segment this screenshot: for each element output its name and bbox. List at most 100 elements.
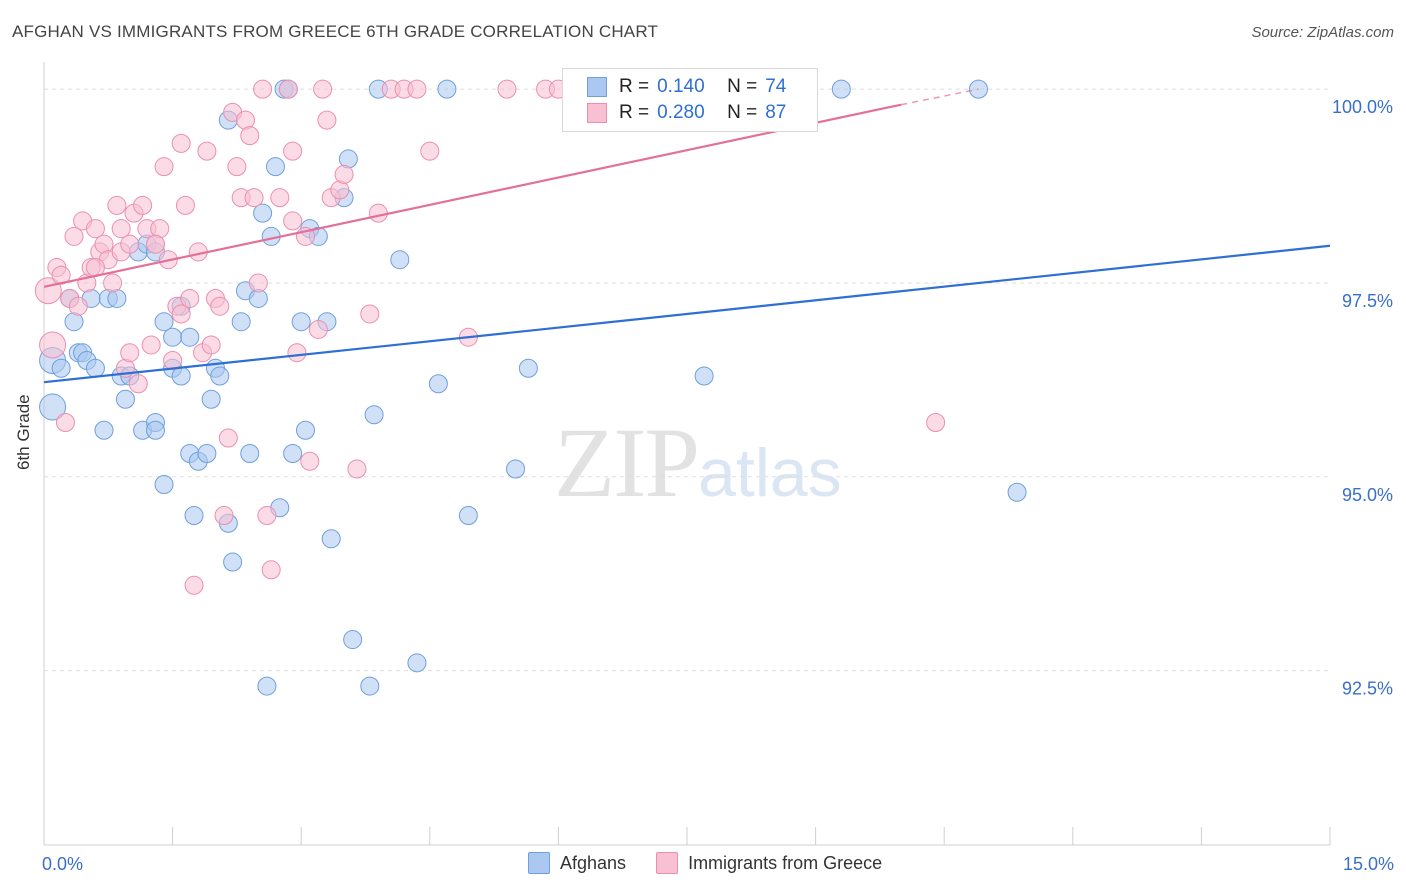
x-tick-label: 0.0%	[42, 854, 83, 874]
data-point-greece	[111, 219, 131, 239]
series-swatch-afghans	[528, 852, 550, 874]
data-point-greece	[175, 195, 195, 215]
y-tick-label: 92.5%	[1342, 679, 1393, 699]
series-label-greece: Immigrants from Greece	[688, 852, 883, 873]
data-point-afghans	[257, 676, 277, 696]
data-point-greece	[210, 296, 230, 316]
data-point-greece	[257, 506, 277, 526]
data-point-greece	[270, 188, 290, 208]
data-point-greece	[313, 79, 333, 99]
data-point-greece	[497, 79, 517, 99]
data-point-greece	[120, 343, 140, 363]
zipatlas-watermark: ZIPatlas	[554, 405, 842, 520]
data-point-greece	[926, 412, 946, 432]
data-point-greece	[64, 226, 84, 246]
data-point-greece	[197, 141, 217, 161]
data-point-afghans	[253, 203, 273, 223]
data-point-afghans	[39, 393, 67, 421]
data-point-afghans	[321, 529, 341, 549]
series-label-afghans: Afghans	[560, 852, 627, 873]
watermark-zip: ZIP	[554, 407, 700, 518]
legend-r-value-afghans: 0.140	[657, 76, 705, 97]
trend-line-greece	[43, 103, 902, 288]
data-point-greece	[334, 164, 354, 184]
series-legend: Afghans Immigrants from Greece	[528, 852, 912, 874]
data-point-greece	[308, 319, 328, 339]
data-point-afghans	[163, 327, 183, 347]
legend-row-afghans: R = 0.140 N = 74	[587, 74, 786, 100]
legend-n-label: N =	[727, 102, 758, 123]
data-point-afghans	[51, 358, 71, 378]
legend-swatch-greece	[587, 103, 607, 123]
data-point-afghans	[343, 630, 363, 650]
legend-r-label: R =	[619, 76, 650, 97]
data-point-afghans	[458, 506, 478, 526]
data-point-greece	[300, 451, 320, 471]
data-point-greece	[360, 304, 380, 324]
data-point-afghans	[428, 374, 448, 394]
data-point-greece	[317, 110, 337, 130]
data-point-greece	[107, 195, 127, 215]
data-point-afghans	[115, 389, 135, 409]
data-point-greece	[171, 133, 191, 153]
data-point-greece	[184, 575, 204, 595]
data-point-greece	[240, 126, 260, 146]
data-point-afghans	[210, 366, 230, 386]
data-point-afghans	[831, 79, 851, 99]
data-point-afghans	[437, 79, 457, 99]
data-point-afghans	[518, 358, 538, 378]
data-point-afghans	[223, 552, 243, 572]
data-point-greece	[244, 188, 264, 208]
stats-legend: R = 0.140 N = 74 R = 0.280 N = 87	[562, 68, 818, 132]
data-point-afghans	[85, 358, 105, 378]
watermark-atlas: atlas	[698, 435, 842, 511]
data-point-afghans	[364, 405, 384, 425]
legend-n-value-greece: 87	[765, 102, 787, 123]
trend-line-extension-greece	[901, 88, 979, 106]
series-legend-greece[interactable]: Immigrants from Greece	[656, 852, 882, 874]
data-point-greece	[283, 141, 303, 161]
data-point-greece	[407, 79, 427, 99]
legend-n-value-afghans: 74	[765, 76, 787, 97]
legend-row-greece: R = 0.280 N = 87	[587, 100, 786, 126]
data-point-afghans	[407, 653, 427, 673]
y-tick-label: 100.0%	[1332, 97, 1393, 117]
data-point-greece	[145, 234, 165, 254]
data-point-afghans	[265, 157, 285, 177]
x-tick-label: 15.0%	[1343, 854, 1394, 874]
data-point-greece	[253, 79, 273, 99]
data-point-greece	[141, 335, 161, 355]
data-point-greece	[171, 304, 191, 324]
data-point-greece	[283, 211, 303, 231]
data-point-greece	[420, 141, 440, 161]
data-point-greece	[39, 331, 67, 359]
data-point-greece	[218, 428, 238, 448]
data-point-afghans	[154, 312, 174, 332]
data-point-afghans	[197, 444, 217, 463]
legend-r-value-greece: 0.280	[657, 102, 705, 123]
data-point-greece	[180, 288, 200, 308]
data-point-greece	[248, 273, 268, 293]
data-point-afghans	[506, 459, 526, 479]
data-point-afghans	[295, 420, 315, 440]
data-point-afghans	[184, 506, 204, 526]
data-point-greece	[154, 157, 174, 177]
data-point-afghans	[180, 327, 200, 347]
data-point-greece	[68, 296, 88, 316]
data-point-greece	[227, 157, 247, 177]
series-legend-afghans[interactable]: Afghans	[528, 852, 626, 874]
data-point-afghans	[145, 420, 165, 440]
data-point-greece	[85, 219, 105, 239]
data-point-afghans	[231, 312, 251, 332]
data-point-greece	[201, 335, 221, 355]
data-point-afghans	[390, 250, 410, 270]
data-point-afghans	[694, 366, 714, 386]
data-point-afghans	[283, 444, 303, 463]
data-point-afghans	[291, 312, 311, 332]
y-tick-label: 97.5%	[1342, 291, 1393, 311]
trend-line-afghans	[43, 244, 1331, 384]
data-point-greece	[368, 203, 388, 223]
chart-source: Source: ZipAtlas.com	[1251, 24, 1394, 41]
data-point-greece	[120, 234, 140, 254]
